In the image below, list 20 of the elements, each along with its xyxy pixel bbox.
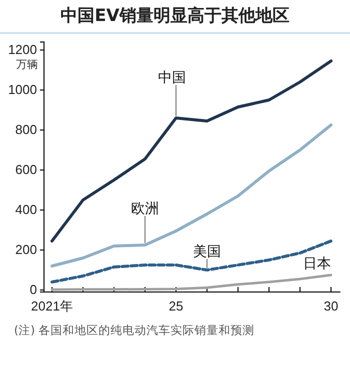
chart-title: 中国EV销量明显高于其他地区 <box>60 6 290 26</box>
y-tick-label: 800 <box>15 122 37 138</box>
x-tick-label: 25 <box>168 298 184 314</box>
line-series <box>50 274 332 291</box>
y-tick-label: 1000 <box>8 82 37 98</box>
line-series <box>50 240 332 284</box>
text: (注) 各国和地区的纯电动汽车实际销量和预测 <box>14 323 255 337</box>
y-tick-label: 1200 <box>8 42 37 58</box>
x-tick-label: 30 <box>324 298 338 314</box>
series-label: 欧洲 <box>131 201 159 217</box>
series-label: 美国 <box>193 244 221 260</box>
y-tick-label: 200 <box>15 242 37 258</box>
y-tick-label: 600 <box>15 162 37 178</box>
y-tick-label: 0 <box>30 282 37 298</box>
text: 中国 <box>158 70 186 86</box>
y-axis-title: 万辆 <box>16 58 38 71</box>
line-series <box>50 60 332 242</box>
x-tick-label: 2021年 <box>31 298 73 314</box>
series-label: 日本 <box>303 256 331 272</box>
y-tick-label: 400 <box>15 202 37 218</box>
